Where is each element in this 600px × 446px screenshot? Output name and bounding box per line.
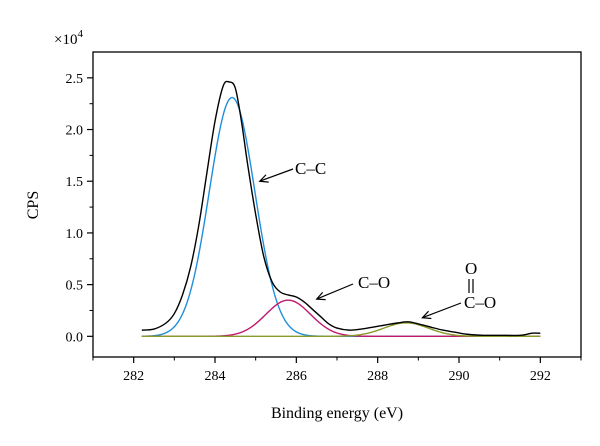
c-c-arrow-head <box>258 174 269 183</box>
c-o-carbonyl-component <box>141 322 541 338</box>
x-tick-label: 286 <box>286 369 307 384</box>
x-tick-label: 292 <box>530 369 551 384</box>
y-tick-label: 0.5 <box>66 279 84 294</box>
carbonyl-o-label: O <box>465 259 477 278</box>
y-axis-label: CPS <box>25 191 42 219</box>
curves <box>141 80 541 338</box>
plot-frame <box>92 51 582 358</box>
x-tick-label: 290 <box>449 369 470 384</box>
c-o-label: C–O <box>358 273 390 292</box>
y-tick-label: 0.0 <box>66 330 84 345</box>
tick-labels: 282 284 286 288 290 292 0.0 0.5 1.0 1.5 2.0 2.5 <box>66 72 551 384</box>
carbonyl-c-o-label: C–O <box>464 293 496 312</box>
y-multiplier-exponent: 4 <box>77 28 83 40</box>
c-o-arrow <box>316 283 354 300</box>
y-tick-label: 1.5 <box>66 175 84 190</box>
y-multiplier: ×104 <box>54 28 83 48</box>
x-axis-label: Binding energy (eV) <box>271 405 403 422</box>
measured-envelope <box>141 80 541 337</box>
x-tick-label: 284 <box>205 369 226 384</box>
y-tick-label: 2.5 <box>66 72 84 87</box>
c-o-arrow-head <box>315 291 326 301</box>
c-c-label: C–C <box>295 159 326 178</box>
x-tick-label: 282 <box>123 369 144 384</box>
x-tick-label: 288 <box>367 369 388 384</box>
carbonyl-arrow-head <box>421 310 432 320</box>
y-multiplier-base: ×10 <box>54 32 77 48</box>
axis-ticks <box>87 77 582 363</box>
y-tick-label: 2.0 <box>66 124 84 139</box>
y-tick-label: 1.0 <box>66 227 84 242</box>
annotations: C–C C–O O C–O <box>258 159 496 320</box>
carbonyl-arrow <box>422 302 462 319</box>
c-c-arrow <box>259 168 294 182</box>
